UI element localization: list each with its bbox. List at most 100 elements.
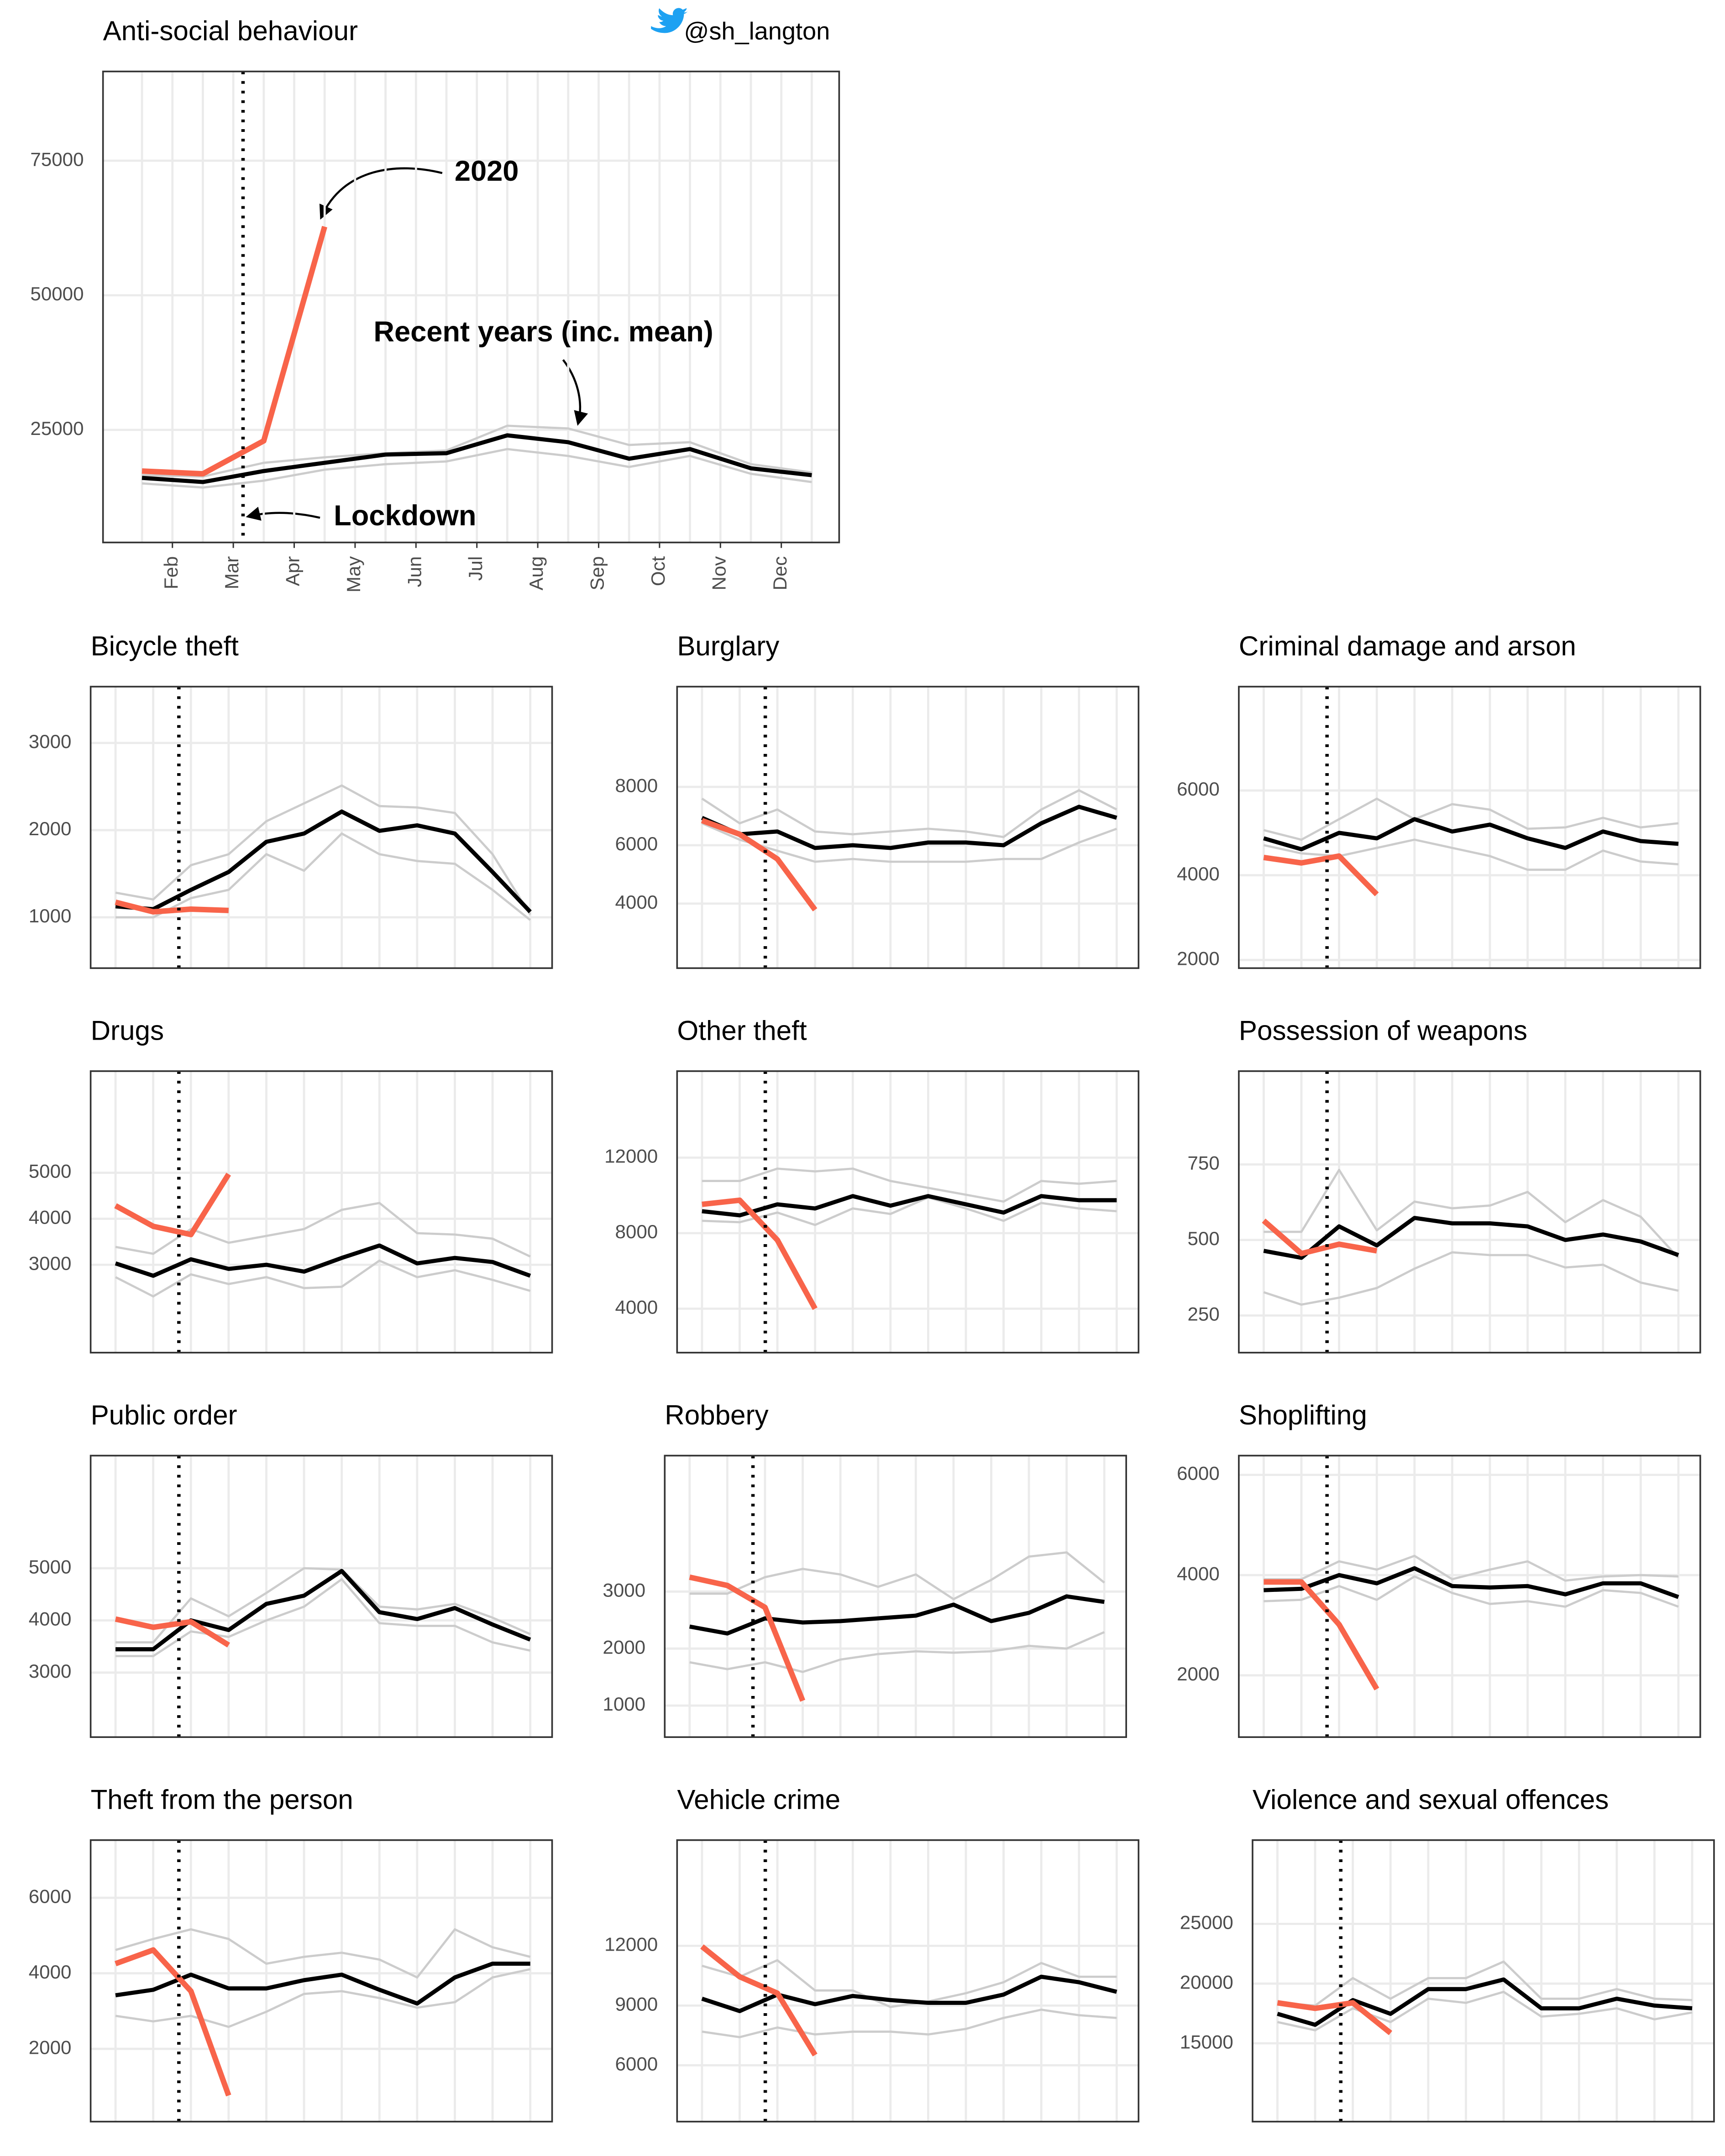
annotation-arrow	[246, 507, 320, 521]
x-tick-label: Feb	[160, 556, 182, 590]
series-line	[142, 424, 812, 478]
series-line	[1263, 817, 1679, 852]
y-tick-label: 2000	[1177, 947, 1220, 969]
y-tick-label: 6000	[1177, 778, 1220, 800]
x-tick-label: Sep	[587, 556, 608, 591]
series-line	[701, 805, 1117, 850]
x-tick-label: May	[343, 556, 364, 593]
panel-title: Robbery	[665, 1400, 768, 1430]
y-tick-label: 25000	[1180, 1912, 1233, 1933]
y-tick-label: 20000	[1180, 1971, 1233, 1993]
panel-frame	[1238, 1455, 1701, 1738]
series-line	[1263, 1216, 1679, 1260]
series-line	[701, 789, 1117, 838]
series-line	[702, 1197, 818, 1310]
panel-title: Drugs	[91, 1015, 164, 1046]
x-tick-label: Oct	[647, 556, 669, 586]
panel-frame	[1238, 1070, 1701, 1354]
series-line	[1262, 1219, 1378, 1256]
series-line	[115, 1567, 531, 1644]
annotation: 2020	[455, 155, 519, 187]
panel-title: Shoplifting	[1239, 1400, 1367, 1430]
y-tick-label: 50000	[30, 283, 84, 304]
series-line	[1263, 853, 1379, 896]
y-tick-label: 75000	[30, 148, 84, 170]
panel-title: Burglary	[677, 631, 779, 661]
series-line	[702, 1196, 1117, 1226]
panel-frame	[89, 1070, 553, 1354]
x-tick-label: Aug	[525, 556, 547, 591]
y-tick-label: 8000	[615, 1221, 658, 1242]
series-line	[142, 225, 327, 477]
series-line	[115, 900, 229, 915]
series-line	[115, 1259, 531, 1298]
y-tick-label: 750	[1188, 1152, 1220, 1174]
annotation: Lockdown	[334, 500, 476, 532]
y-tick-label: 5000	[29, 1161, 72, 1182]
series-line	[115, 1968, 531, 2028]
series-line	[689, 1551, 1105, 1601]
panel-title: Criminal damage and arson	[1239, 631, 1576, 661]
y-tick-label: 4000	[1177, 863, 1220, 884]
series-line	[1277, 1960, 1693, 2007]
series-line	[689, 1594, 1105, 1636]
y-tick-label: 1000	[29, 905, 72, 926]
panel-frame	[89, 1455, 553, 1738]
series-line	[689, 1574, 806, 1702]
panel-title: Vehicle crime	[677, 1784, 840, 1815]
panel-frame	[664, 1455, 1127, 1738]
y-tick-label: 15000	[1180, 2031, 1233, 2052]
series-line	[115, 1243, 531, 1278]
annotation-arrow	[319, 167, 443, 220]
series-line	[115, 832, 531, 921]
y-tick-label: 8000	[615, 774, 658, 796]
y-tick-label: 4000	[1177, 1563, 1220, 1584]
y-tick-label: 5000	[29, 1556, 72, 1577]
panel-frame	[89, 686, 553, 969]
panel-title: Theft from the person	[91, 1784, 353, 1815]
y-tick-label: 6000	[1177, 1463, 1220, 1484]
y-tick-label: 250	[1188, 1303, 1220, 1324]
x-tick-label: Dec	[769, 556, 791, 591]
y-tick-label: 4000	[29, 1207, 72, 1228]
y-tick-label: 2000	[1177, 1663, 1220, 1685]
panel-frame	[676, 686, 1140, 969]
panel-frame	[1252, 1839, 1715, 2123]
panel-title: Anti-social behaviour	[103, 16, 358, 46]
series-line	[1264, 1579, 1379, 1690]
panel-frame	[1238, 686, 1701, 969]
y-tick-label: 2000	[29, 2036, 72, 2058]
series-line	[142, 448, 812, 489]
series-line	[702, 1194, 1117, 1218]
series-line	[115, 809, 532, 914]
series-line	[700, 1944, 818, 2057]
y-tick-label: 2000	[603, 1636, 645, 1658]
y-tick-label: 9000	[615, 1994, 658, 2015]
y-tick-label: 4000	[29, 1608, 72, 1630]
y-tick-label: 4000	[615, 891, 658, 913]
y-tick-label: 6000	[615, 2053, 658, 2074]
y-tick-label: 4000	[29, 1961, 72, 1983]
panel-title: Possession of weapons	[1239, 1015, 1527, 1046]
y-tick-label: 500	[1188, 1228, 1220, 1249]
series-line	[114, 1172, 231, 1238]
x-tick-label: Apr	[282, 556, 304, 586]
series-line	[115, 1962, 530, 2006]
y-tick-label: 3000	[29, 1252, 72, 1274]
series-line	[1264, 1575, 1679, 1608]
series-line	[1263, 797, 1679, 841]
series-line	[701, 818, 818, 912]
panel-title: Violence and sexual offences	[1253, 1784, 1609, 1815]
series-line	[115, 1616, 231, 1648]
series-line	[1264, 1554, 1679, 1582]
series-line	[142, 433, 812, 484]
x-tick-label: Jul	[465, 556, 486, 581]
series-line	[701, 822, 1117, 863]
panel-title: Public order	[91, 1400, 237, 1430]
y-tick-label: 1000	[603, 1693, 645, 1715]
series-line	[115, 1578, 531, 1658]
y-tick-label: 12000	[604, 1934, 658, 1955]
y-tick-label: 6000	[29, 1885, 72, 1907]
